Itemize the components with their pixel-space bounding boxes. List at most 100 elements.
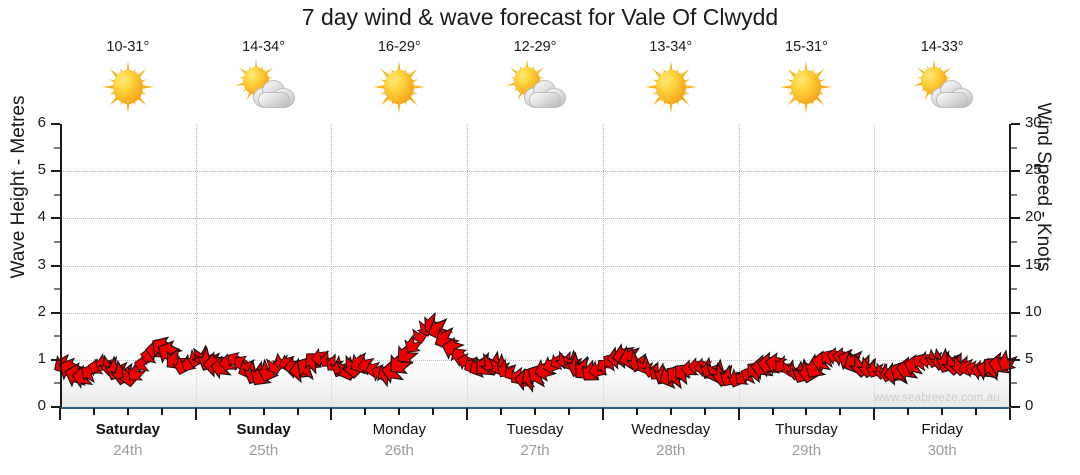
day-header-strip: 10-31° 14-34° 16-29° 12-29° 13-34° 15-31° 14-3… [60,38,1010,123]
y-axis-left-tick [54,193,60,196]
y-axis-left-tick [51,123,60,125]
y-axis-left-tick [51,217,60,220]
day-footer: Tuesday 27th [467,420,603,461]
plot-area: www.seabreeze.com.au [54,124,1018,407]
y-axis-left-tick [51,311,60,314]
watermark: www.seabreeze.com.au [873,392,1000,404]
partly-cloudy-icon [233,58,295,116]
day-header: 16-29° [331,38,467,123]
cloud-icon [524,80,567,108]
x-axis-tick [92,408,95,415]
day-date: 28th [656,442,686,459]
x-axis-tick [398,408,401,415]
x-axis-tick [466,408,469,420]
day-footer: Saturday 24th [60,420,196,461]
y-axis-left [60,124,62,408]
day-temperature-range: 10-31° [106,39,150,55]
y-axis-right-tick [1011,217,1020,220]
day-footer-strip: Saturday 24th Sunday 25th Monday 26th Tuesday 2… [60,420,1010,461]
day-temperature-range: 14-33° [920,39,964,55]
day-date: 24th [113,442,143,459]
x-axis-tick [669,408,672,415]
y-axis-right-tick [1011,406,1020,408]
y-axis-right-tick-label: 0 [1025,397,1034,414]
cloud-icon [931,80,974,108]
x-axis-tick [601,408,604,420]
day-temperature-range: 16-29° [377,39,421,55]
x-axis-tick [262,408,265,415]
x-axis-tick [364,408,367,415]
day-name: Thursday [775,421,838,438]
y-axis-right-tick [1011,193,1017,196]
y-axis-left-tick [54,335,60,338]
x-axis-tick [228,408,231,415]
day-header: 10-31° [60,38,196,123]
day-footer: Sunday 25th [196,420,332,461]
x-axis-tick [296,408,299,415]
y-axis-left-tick [51,358,60,361]
sunny-icon [640,58,702,116]
day-footer: Monday 26th [331,420,467,461]
day-header: 15-31° [739,38,875,123]
day-name: Wednesday [631,421,711,438]
x-axis-tick [126,408,129,415]
horizontal-gridline [60,312,1010,314]
y-axis-right-tick-label: 25 [1025,161,1042,179]
y-axis-left-tick-label: 3 [37,255,46,273]
day-date: 26th [384,442,414,459]
x-axis-tick [805,408,808,415]
y-axis-right-tick [1011,264,1020,267]
day-name: Monday [372,421,426,438]
y-axis-right-tick [1011,335,1017,338]
horizontal-gridline [60,218,1010,220]
y-axis-right-tick [1011,288,1017,291]
horizontal-gridline [60,265,1010,267]
y-axis-right-tick [1011,311,1020,314]
x-axis-tick [975,408,978,415]
partly-cloudy-icon [504,58,567,116]
horizontal-gridline [60,171,1010,173]
y-axis-right-tick [1011,382,1017,385]
y-axis-left-tick [54,240,60,243]
y-axis-right-tick [1011,146,1017,149]
wind-arrow-series [54,311,1018,393]
x-axis-tick [534,408,536,415]
y-axis-left-tick [51,264,60,267]
x-axis-tick [941,408,944,415]
day-temperature-range: 14-34° [242,39,286,55]
day-date: 25th [248,442,279,459]
x-axis-tick [873,408,876,420]
y-axis-left-tick [54,146,60,149]
y-axis-left-title: Wave Height - Metres [8,95,29,279]
day-name: Tuesday [506,421,564,438]
y-axis-right [1009,124,1011,408]
day-temperature-range: 15-31° [785,39,828,55]
plot-grid [54,124,1018,407]
day-header: 14-33° [874,38,1010,123]
y-axis-left-tick-label: 4 [37,208,46,226]
sunny-icon [97,58,159,116]
day-footer: Friday 30th [874,420,1010,461]
x-axis-tick [635,408,638,415]
x-axis-tick [567,408,570,415]
y-axis-left-tick [51,170,60,173]
day-date: 27th [520,442,550,459]
y-axis-left-tick-label: 5 [37,161,46,179]
y-axis-right-tick [1011,123,1020,125]
y-axis-left-tick [54,382,60,385]
y-axis-left-tick-label: 1 [37,349,46,367]
x-axis-tick [500,408,503,415]
day-footer: Thursday 29th [739,420,875,461]
day-temperature-range: 13-34° [649,39,693,55]
x-axis-tick [703,408,706,415]
y-axis-left-tick-label: 2 [37,302,46,320]
day-footer: Wednesday 28th [603,420,739,461]
x-axis-tick [1009,408,1011,420]
day-header: 13-34° [603,38,739,123]
x-axis-tick [907,408,910,415]
day-date: 29th [791,442,822,459]
day-date: 30th [927,442,957,459]
x-axis-tick [432,408,435,415]
y-axis-right-tick [1011,358,1020,361]
